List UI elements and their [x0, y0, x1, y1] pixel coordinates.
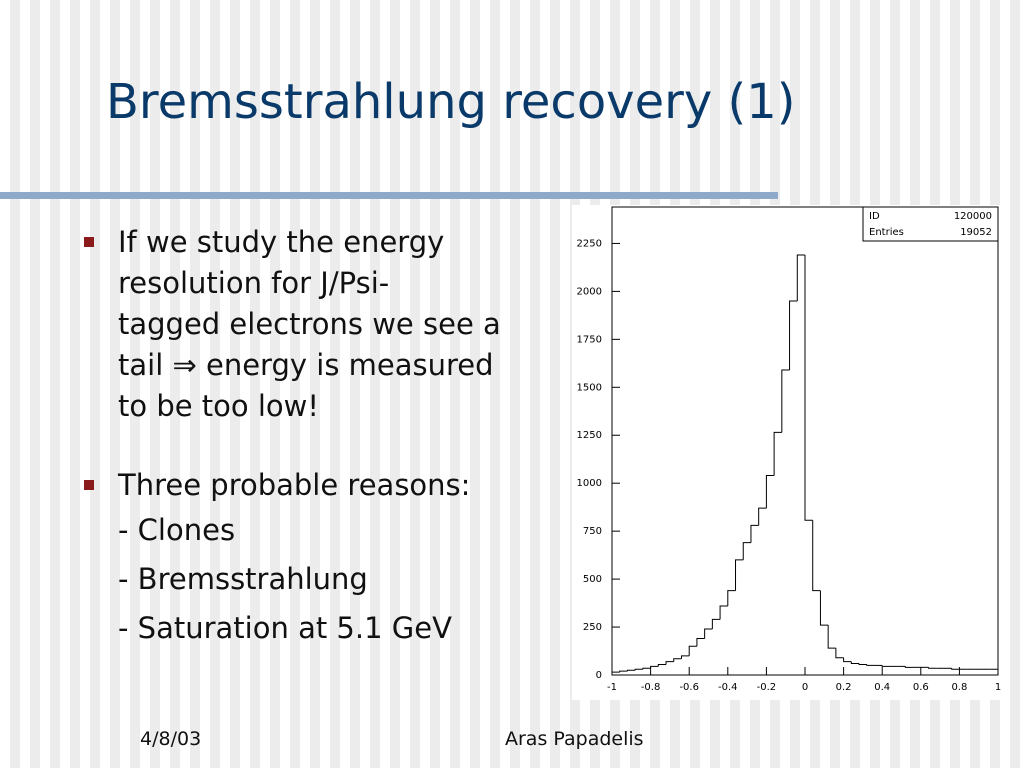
y-tick-label: 1000 [577, 478, 602, 489]
histogram-bin [789, 300, 798, 371]
histogram-bin [881, 665, 890, 667]
histogram-bin [735, 559, 744, 591]
histogram-bin [850, 661, 860, 664]
histogram-bin [611, 671, 620, 675]
histogram-bin [773, 431, 782, 476]
bullet-line: to be too low! [118, 389, 320, 423]
bullet-line: If we study the energy [118, 225, 445, 259]
x-tick-label: -0.2 [757, 682, 777, 693]
histogram-bin [951, 668, 960, 670]
histogram-bin [835, 648, 844, 659]
y-tick-label: 2000 [577, 286, 602, 297]
y-tick-label: 500 [583, 574, 602, 585]
histogram-bin [673, 658, 682, 662]
histogram-bin [781, 369, 790, 433]
histogram-bin [680, 655, 690, 659]
histogram-bin [765, 475, 775, 509]
histogram-bin [688, 645, 697, 656]
stats-label: Entries [869, 227, 904, 238]
histogram-bin [812, 520, 821, 592]
histogram-bin [642, 667, 651, 670]
histogram-bin [990, 668, 999, 675]
sub-item: - Bremsstrahlung [118, 562, 368, 596]
bullet-item: If we study the energy resolution for J/P… [80, 222, 580, 427]
histogram-bin [796, 254, 805, 301]
x-tick-label: -0.6 [679, 682, 699, 693]
histogram-bin [742, 542, 751, 560]
y-tick-label: 0 [596, 670, 602, 681]
stats-value: 120000 [954, 211, 992, 222]
stats-box [862, 206, 999, 242]
x-tick-label: 0.8 [951, 682, 967, 693]
histogram-bin [665, 661, 674, 665]
histogram-bin [619, 670, 628, 673]
x-tick-label: 0.6 [913, 682, 929, 693]
histogram-bin [904, 666, 914, 668]
y-tick-label: 750 [583, 526, 602, 537]
y-tick-label: 1500 [577, 382, 602, 393]
title-rule [0, 192, 778, 199]
y-tick-label: 1750 [577, 334, 602, 345]
bullet-line: tail ⇒ energy is measured [118, 348, 494, 382]
histogram-bin [657, 663, 667, 667]
histogram-bin [626, 669, 636, 672]
stats-value: 19052 [960, 227, 992, 238]
sub-item: - Clones [118, 513, 236, 547]
sub-item: - Saturation at 5.1 GeV [118, 611, 452, 645]
slide-title: Bremsstrahlung recovery (1) [106, 74, 796, 130]
x-tick-label: 0.2 [836, 682, 852, 693]
histogram-bin [827, 625, 836, 649]
histogram-bin [650, 665, 659, 669]
bullet-marker [84, 237, 94, 247]
histogram-bin [727, 590, 736, 606]
bullet-marker [84, 480, 94, 490]
y-tick-label: 2250 [577, 238, 602, 249]
histogram-bin [719, 605, 728, 620]
histogram-bin [711, 618, 721, 629]
bullet-line: resolution for J/Psi- [118, 266, 390, 300]
chart-background [572, 205, 1006, 700]
histogram-bin [866, 664, 875, 666]
x-tick-label: -0.8 [641, 682, 661, 693]
histogram-bin [804, 254, 813, 521]
footer-author: Aras Papadelis [505, 728, 644, 750]
histogram-bin [928, 667, 937, 669]
x-tick-label: 1 [995, 682, 1001, 693]
histogram-bin [858, 663, 867, 665]
y-tick-label: 1250 [577, 430, 602, 441]
histogram-bin [696, 638, 705, 647]
stats-label: ID [869, 211, 880, 222]
y-tick-label: 250 [583, 622, 602, 633]
histogram-bin [843, 657, 852, 663]
x-tick-label: -1 [607, 682, 617, 693]
footer-date: 4/8/03 [140, 728, 202, 750]
bullet-line: tagged electrons we see a [118, 307, 501, 341]
histogram-bin [704, 628, 713, 639]
histogram-bin [750, 524, 759, 543]
x-tick-label: -0.4 [718, 682, 738, 693]
histogram-bin [758, 507, 767, 526]
histogram-bin [634, 668, 643, 671]
x-tick-label: 0 [802, 682, 808, 693]
histogram-bin [819, 590, 829, 626]
x-tick-label: 0.4 [874, 682, 890, 693]
bullet-line: Three probable reasons: [118, 468, 471, 502]
bullet-list: If we study the energy resolution for J/P… [80, 222, 580, 691]
bullet-item: Three probable reasons: - Clones - Bremsst… [80, 465, 580, 653]
